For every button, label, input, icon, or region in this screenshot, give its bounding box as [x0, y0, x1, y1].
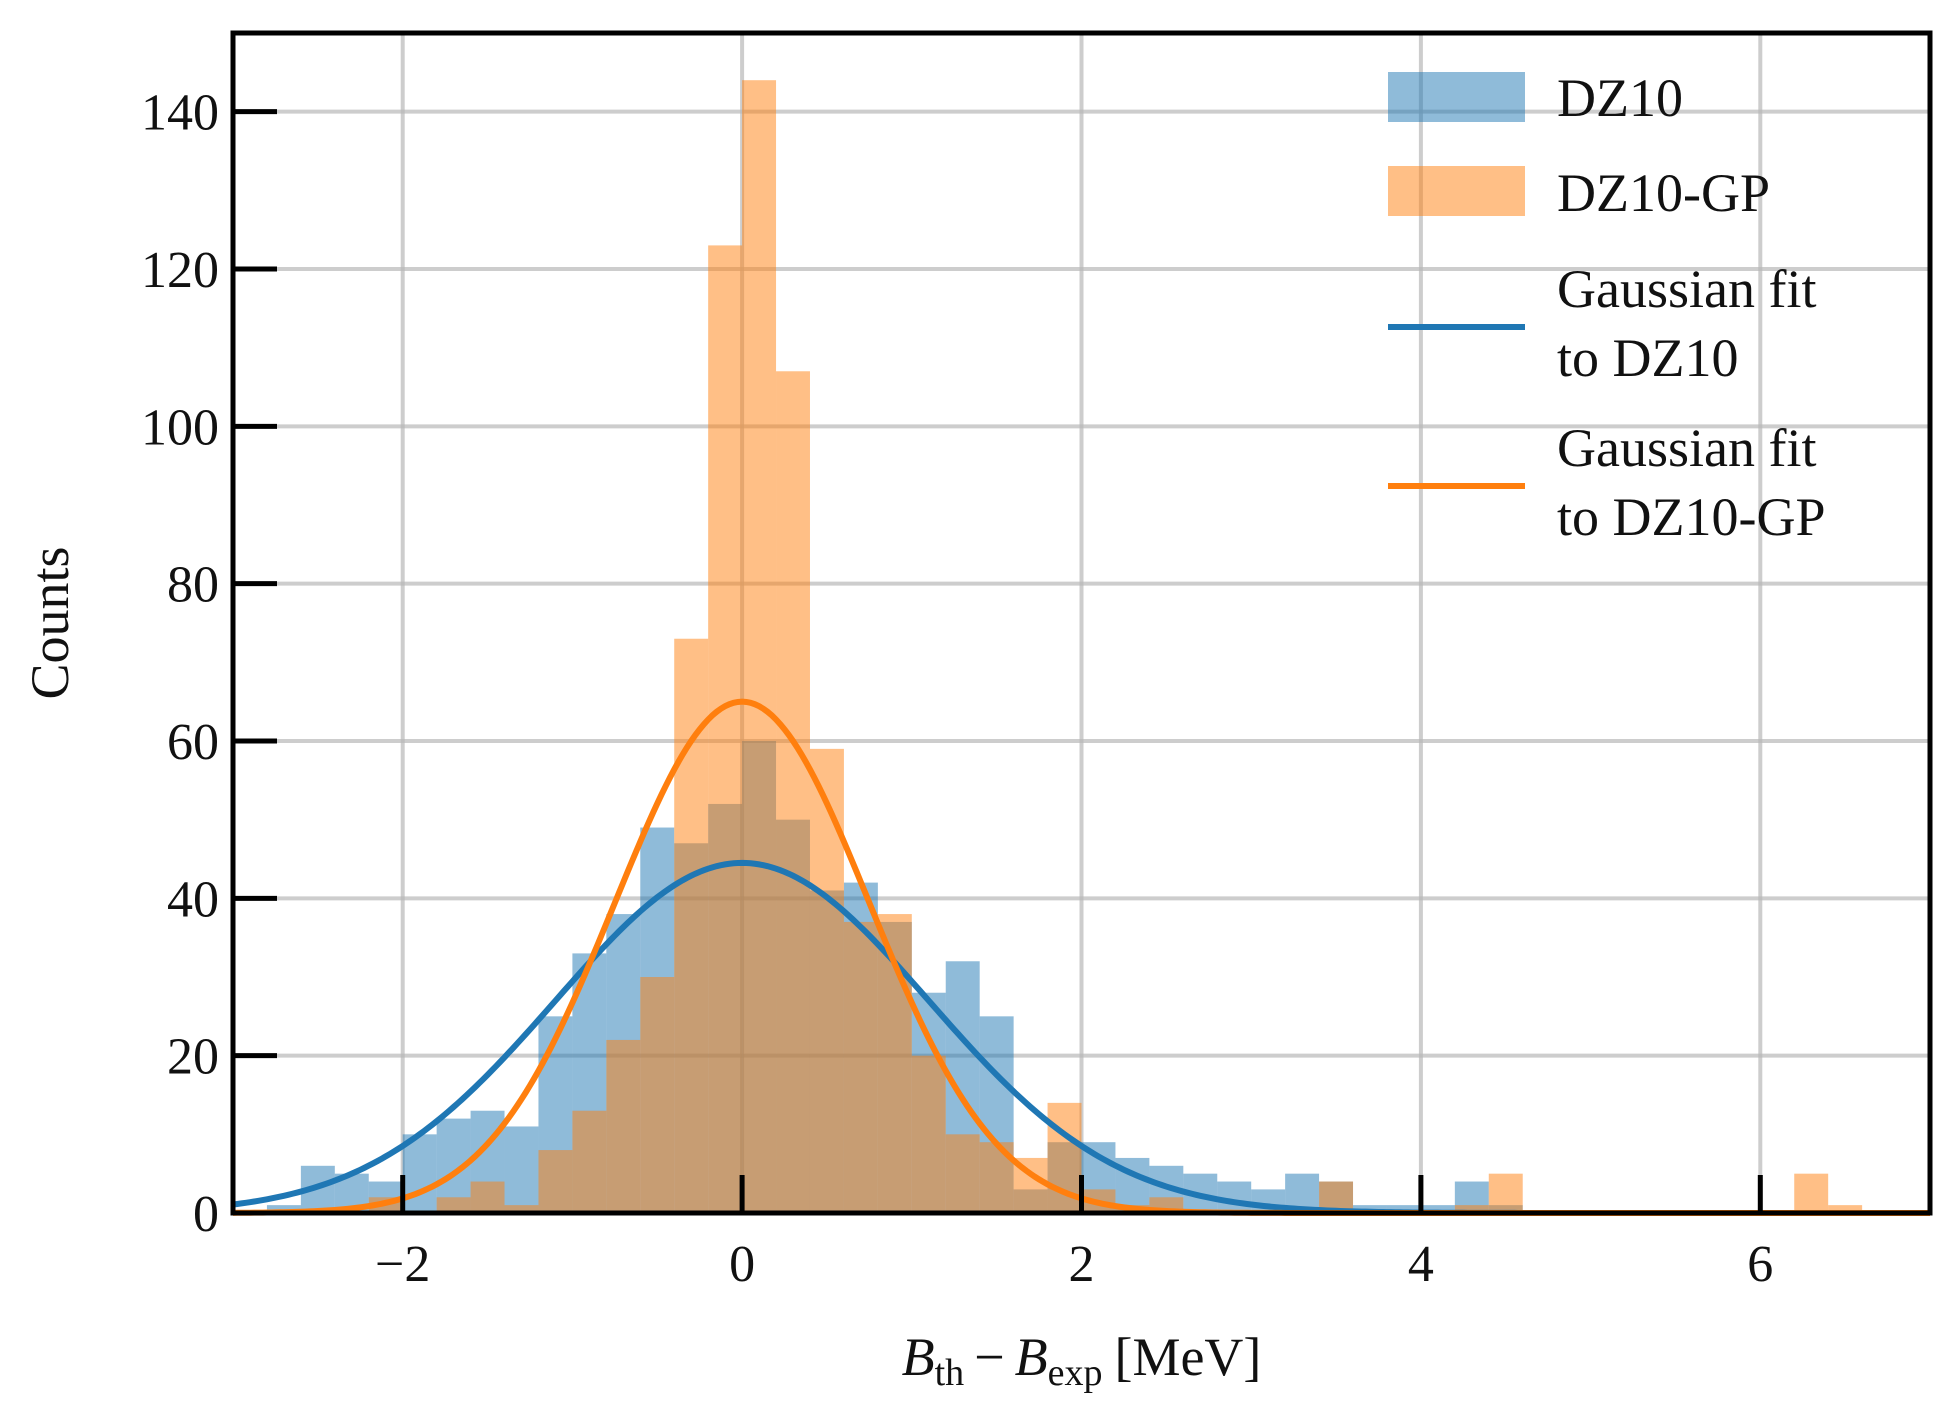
- dz10-gp-bar: [843, 921, 878, 1213]
- legend-label-dz10: DZ10: [1557, 68, 1683, 128]
- legend-label-gaussian-fit-dz10-line2: to DZ10: [1557, 328, 1739, 388]
- plot-frame: [230, 30, 1933, 1216]
- dz10-gp-bar: [504, 1205, 539, 1213]
- x-axis-label-unit: [MeV]: [1114, 1327, 1261, 1387]
- dz10-gp-bar: [470, 1181, 505, 1213]
- dz10-gp-bar: [742, 80, 777, 1214]
- x-tick-label: 0: [729, 1236, 755, 1293]
- x-tick-labels: −2 0 2 4 6: [375, 1236, 1773, 1293]
- y-axis-label: Counts: [20, 546, 80, 699]
- dz10-bar: [266, 1205, 301, 1213]
- x-tick-label: 2: [1069, 1236, 1095, 1293]
- y-tick-label: 60: [167, 714, 219, 771]
- legend-label-dz10-gp-line1: DZ10-GP: [1557, 163, 1770, 223]
- legend-label-gaussian-fit-dz10-gp-line1: Gaussian fit: [1557, 418, 1816, 478]
- x-tick-label: 4: [1408, 1236, 1434, 1293]
- dz10-bar: [504, 1126, 539, 1213]
- dz10-bar: [1386, 1205, 1421, 1213]
- y-tick-label: 20: [167, 1029, 219, 1086]
- x-axis-label-sub-th: th: [935, 1352, 965, 1394]
- legend-swatch-dz10-gp: [1388, 166, 1525, 216]
- dz10-gp-bar: [776, 371, 810, 1213]
- y-tick-label: 120: [141, 242, 219, 299]
- y-tick-label: 40: [167, 871, 219, 928]
- legend-label-gaussian-fit-dz10-gp-line2: to DZ10-GP: [1557, 487, 1826, 547]
- y-tick-label: 100: [141, 399, 219, 456]
- dz10-gp-bar: [708, 245, 743, 1213]
- x-axis-label-b-exp: B: [1015, 1327, 1048, 1387]
- dz10-gp-bar: [606, 1039, 641, 1213]
- x-axis-label-minus: −: [974, 1327, 1004, 1387]
- dz10-gp-bar: [1454, 1205, 1489, 1213]
- y-tick-label: 80: [167, 557, 219, 614]
- dz10-bar: [402, 1134, 437, 1213]
- y-tick-label: 140: [141, 85, 219, 142]
- x-axis-label: Bth − Bexp [MeV]: [902, 1327, 1262, 1394]
- y-tick-label: 0: [193, 1186, 219, 1243]
- legend-label-gaussian-fit-dz10: Gaussian fit to DZ10: [1557, 259, 1816, 388]
- legend-label-gaussian-fit-dz10-gp: Gaussian fit to DZ10-GP: [1557, 418, 1826, 547]
- y-tick-labels: 0 20 40 60 80 100 120 140: [141, 85, 219, 1243]
- dz10-gp-bar: [538, 1150, 573, 1213]
- legend-label-dz10-line1: DZ10: [1557, 68, 1683, 128]
- legend-label-dz10-gp: DZ10-GP: [1557, 163, 1770, 223]
- dz10-gp-bar: [809, 748, 844, 1213]
- dz10-gp-bar: [911, 1055, 946, 1213]
- x-axis-label-sub-exp: exp: [1048, 1352, 1103, 1394]
- x-axis-label-b-th: B: [902, 1327, 935, 1387]
- legend-swatch-dz10: [1388, 72, 1525, 122]
- dz10-gp-bar: [1488, 1173, 1523, 1213]
- dz10-gp-bar: [945, 1134, 980, 1213]
- dz10-gp-bar: [436, 1197, 471, 1213]
- dz10-gp-bar: [1828, 1205, 1863, 1213]
- legend-label-gaussian-fit-dz10-line1: Gaussian fit: [1557, 259, 1816, 319]
- dz10-gp-bar: [572, 1110, 607, 1213]
- dz10-gp-bar: [640, 977, 675, 1213]
- legend: DZ10 DZ10-GP Gaussian fit to DZ10 Gaussia…: [1388, 68, 1826, 547]
- x-tick-label: 6: [1747, 1236, 1773, 1293]
- axis-ticks: [233, 109, 1763, 1216]
- dz10-gp-bar: [674, 638, 709, 1213]
- x-tick-label: −2: [375, 1236, 430, 1293]
- dz10-bar: [1420, 1205, 1455, 1213]
- dz10-gp-bar: [1794, 1173, 1829, 1213]
